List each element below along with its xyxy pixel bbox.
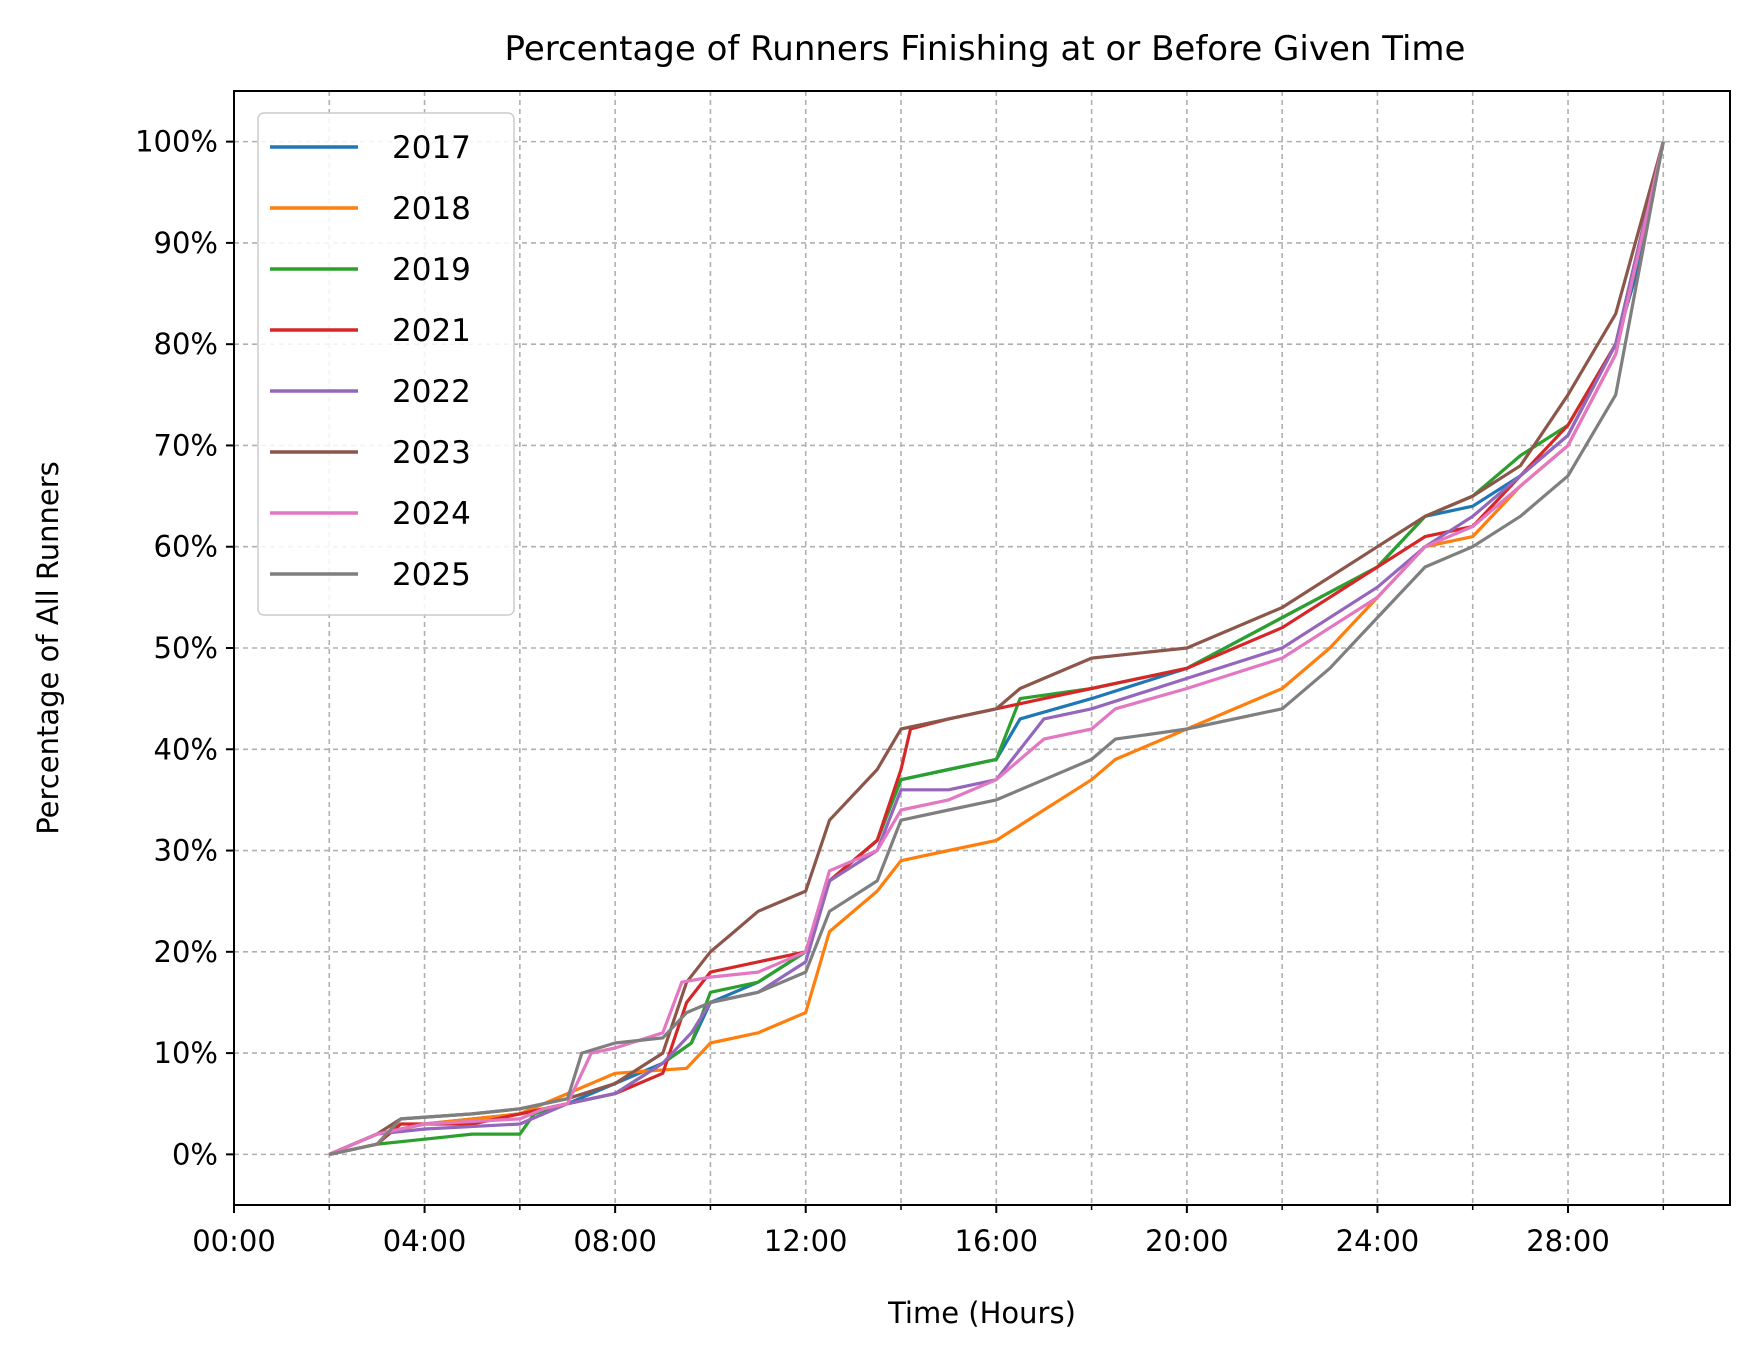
legend-label-2019: 2019 — [392, 252, 471, 288]
y-tick-label: 40% — [154, 732, 218, 766]
y-tick-label: 30% — [154, 834, 218, 868]
legend-label-2017: 2017 — [392, 130, 471, 166]
legend: 2017 2018 2019 2021 2022 2023 2024 2025 — [257, 112, 515, 616]
x-tick-label: 20:00 — [1145, 1224, 1229, 1258]
y-tick-label: 70% — [154, 428, 218, 462]
y-tick-label: 90% — [154, 226, 218, 260]
series-line-2018 — [328, 141, 1665, 1156]
x-tick-label: 04:00 — [383, 1224, 467, 1258]
y-tick-label: 10% — [154, 1036, 218, 1070]
legend-label-2018: 2018 — [392, 191, 471, 227]
x-tick-label: 16:00 — [955, 1224, 1039, 1258]
y-axis-ticks: 0% 10% 20% 30% 40% 50% 60% 70% 80% 90% 100% — [135, 125, 234, 1171]
y-tick-label: 20% — [154, 935, 218, 969]
x-tick-label: 12:00 — [764, 1224, 848, 1258]
x-axis-ticks: 00:00 04:00 08:00 12:00 16:00 20:00 24:00 28:00 — [192, 1205, 1665, 1258]
x-tick-label: 24:00 — [1336, 1224, 1420, 1258]
y-tick-label: 60% — [154, 530, 218, 564]
grid — [233, 91, 1730, 1205]
series-lines — [328, 141, 1665, 1156]
legend-label-2024: 2024 — [392, 496, 471, 532]
series-line-2022 — [328, 141, 1665, 1156]
x-tick-label: 08:00 — [573, 1224, 657, 1258]
x-tick-label: 28:00 — [1526, 1224, 1610, 1258]
y-axis-label: Percentage of All Runners — [31, 461, 65, 835]
series-line-2024 — [328, 141, 1665, 1156]
y-tick-label: 0% — [172, 1137, 218, 1171]
y-tick-label: 80% — [154, 327, 218, 361]
legend-label-2025: 2025 — [392, 557, 471, 593]
x-axis-label: Time (Hours) — [887, 1296, 1076, 1330]
legend-label-2021: 2021 — [392, 313, 471, 349]
legend-box — [257, 112, 515, 616]
legend-label-2022: 2022 — [392, 374, 471, 410]
series-line-2025 — [328, 141, 1665, 1156]
chart-title: Percentage of Runners Finishing at or Be… — [505, 29, 1466, 69]
y-tick-label: 100% — [135, 125, 218, 159]
x-tick-label: 00:00 — [192, 1224, 276, 1258]
legend-label-2023: 2023 — [392, 435, 471, 471]
y-tick-label: 50% — [154, 631, 218, 665]
